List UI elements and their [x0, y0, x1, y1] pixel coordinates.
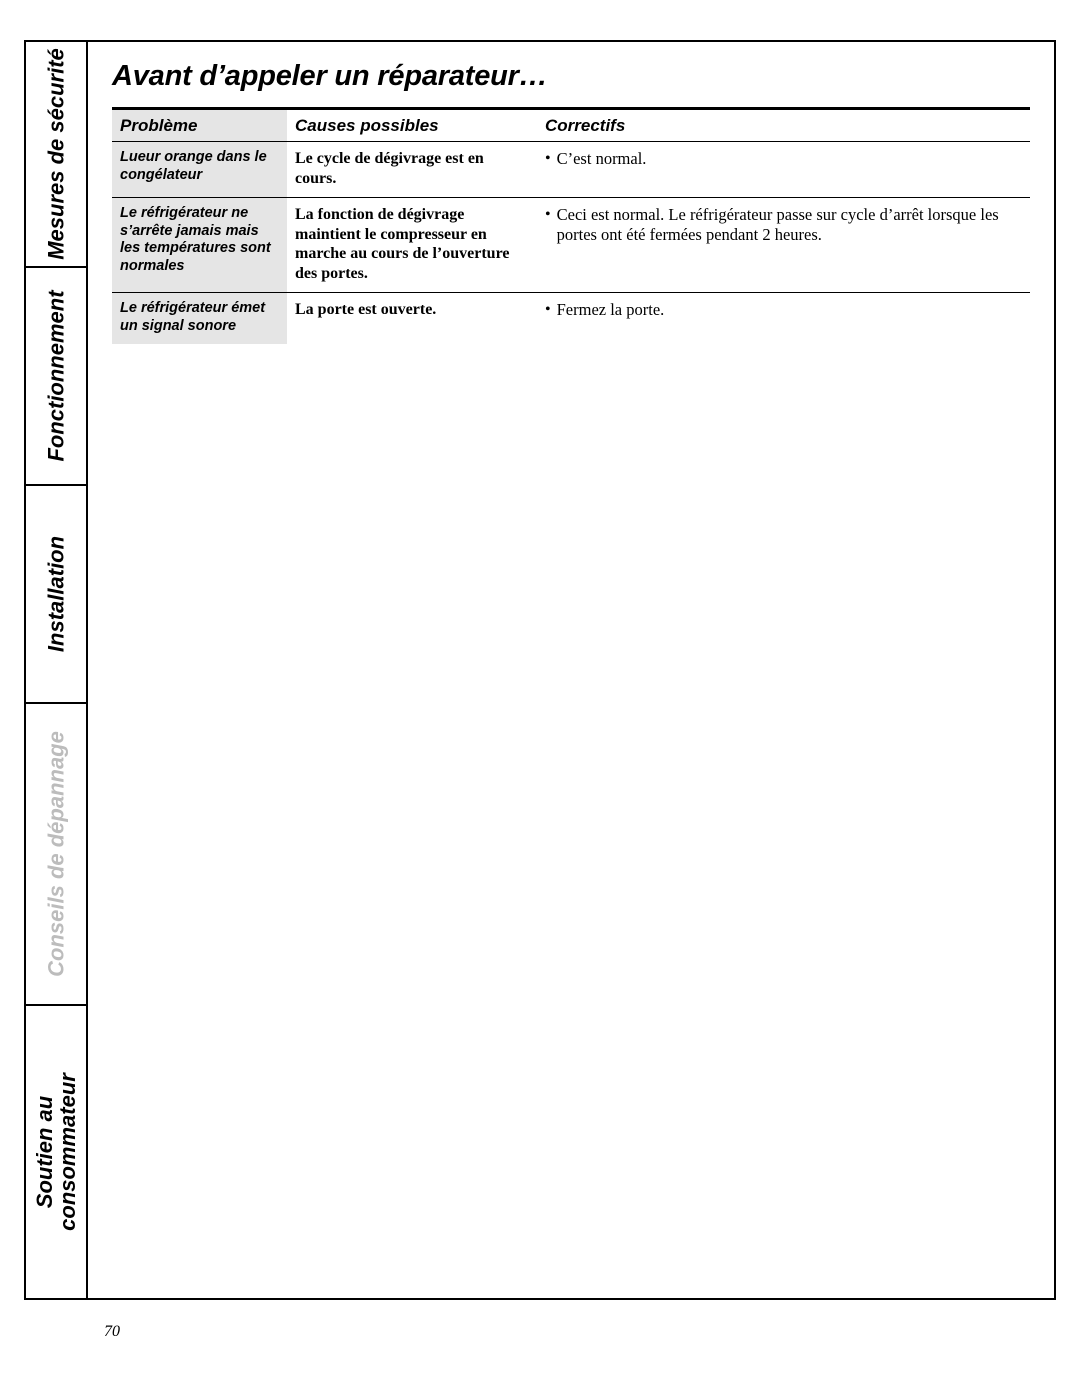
section-tab-label: Fonctionnement — [44, 290, 67, 461]
bullet-icon: • — [545, 300, 551, 320]
section-tab-label: Installation — [44, 536, 67, 652]
section-tabs-sidebar: Mesures de sécurité Fonctionnement Install… — [24, 40, 86, 1300]
fix-text: C’est normal. — [557, 149, 647, 169]
cell-cause: Le cycle de dégivrage est en cours. — [287, 142, 537, 198]
section-tab: Soutien auconsommateur — [26, 1006, 86, 1298]
cell-cause: La fonction de dégivrage maintient le co… — [287, 198, 537, 293]
table-row: Le réfrigérateur émet un signal sonoreLa… — [112, 293, 1030, 345]
header-problem: Problème — [112, 109, 287, 142]
table-header-row: Problème Causes possibles Correctifs — [112, 109, 1030, 142]
cell-fix: •Ceci est normal. Le réfrigérateur passe… — [537, 198, 1030, 293]
fix-text: Fermez la porte. — [557, 300, 665, 320]
section-tab-label: Soutien auconsommateur — [33, 1073, 79, 1231]
page-number: 70 — [104, 1323, 120, 1341]
cell-problem: Lueur orange dans le congélateur — [112, 142, 287, 198]
table-body: Lueur orange dans le congélateurLe cycle… — [112, 142, 1030, 345]
troubleshooting-table: Problème Causes possibles Correctifs Lue… — [112, 107, 1030, 344]
section-tab: Conseils de dépannage — [26, 704, 86, 1006]
cell-problem: Le réfrigérateur émet un signal sonore — [112, 293, 287, 345]
header-cause: Causes possibles — [287, 109, 537, 142]
cell-fix: • Fermez la porte. — [537, 293, 1030, 345]
table-row: Le réfrigérateur ne s’arrête jamais mais… — [112, 198, 1030, 293]
cell-problem: Le réfrigérateur ne s’arrête jamais mais… — [112, 198, 287, 293]
page-title: Avant d’appeler un réparateur… — [112, 60, 1030, 93]
fix-text: Ceci est normal. Le réfrigérateur passe … — [557, 205, 1022, 245]
section-tab-label: Mesures de sécurité — [44, 48, 67, 260]
table-row: Lueur orange dans le congélateurLe cycle… — [112, 142, 1030, 198]
manual-page: Mesures de sécurité Fonctionnement Install… — [0, 0, 1080, 1397]
section-tab: Mesures de sécurité — [26, 42, 86, 268]
cell-fix: • C’est normal. — [537, 142, 1030, 198]
section-tab-label: Conseils de dépannage — [44, 731, 67, 977]
bullet-icon: • — [545, 205, 551, 245]
cell-cause: La porte est ouverte. — [287, 293, 537, 345]
header-fix: Correctifs — [537, 109, 1030, 142]
section-tab: Fonctionnement — [26, 268, 86, 486]
section-tab: Installation — [26, 486, 86, 704]
content-area: Avant d’appeler un réparateur… Problème … — [86, 40, 1056, 1300]
bullet-icon: • — [545, 149, 551, 169]
